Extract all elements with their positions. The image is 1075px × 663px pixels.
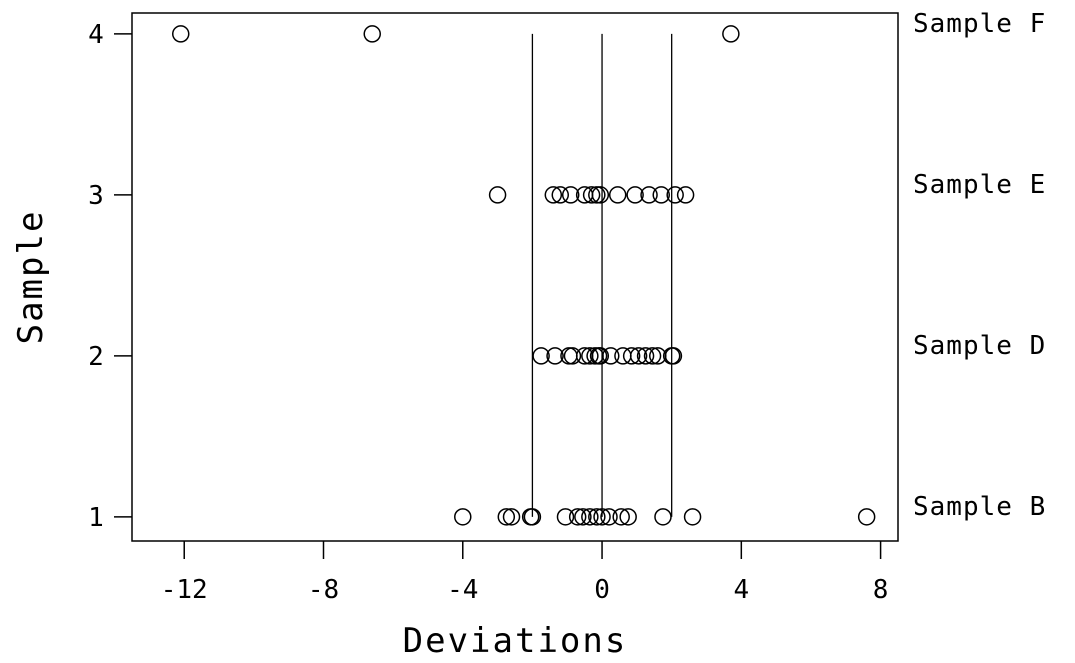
x-axis-label: Deviations [403,621,628,661]
data-point [544,186,563,204]
data-point [532,347,550,365]
data-point [626,186,644,204]
y-tick-label: 4 [88,20,104,50]
sample-label: Sample E [913,170,1046,200]
data-point [600,508,618,526]
data-point [523,508,542,526]
data-point [643,347,662,365]
sample-labels: Sample F Sample E Sample D Sample B [913,9,1046,522]
data-point [640,186,658,204]
data-point [582,186,601,204]
data-point [581,508,599,526]
y-tick-label: 1 [88,503,104,533]
data-point [857,508,876,526]
data-point [608,186,627,204]
data-point [556,508,575,526]
data-point [454,508,472,526]
data-point [551,186,570,204]
x-tick-label: -8 [308,575,339,605]
sample-label: Sample D [913,331,1046,361]
data-point [722,25,740,43]
data-point [622,347,641,365]
x-axis: -12 -8 -4 0 4 8 [161,541,889,605]
data-point [664,347,683,365]
x-tick-label: 8 [873,575,889,605]
data-point [588,508,606,526]
data-point [636,347,655,365]
data-point [589,347,608,365]
data-points [171,25,876,526]
y-tick-label: 2 [88,342,104,372]
data-point [546,347,564,365]
x-tick-label: -12 [161,575,208,605]
y-axis: 1 2 3 4 [88,20,132,533]
data-point [619,508,637,526]
y-tick-label: 3 [88,181,104,211]
data-point [593,508,611,526]
y-axis-label: Sample [11,210,51,345]
data-point [561,186,580,204]
sample-label: Sample B [913,492,1046,522]
data-point [502,508,521,526]
data-point [497,508,516,526]
data-point [602,347,620,365]
data-point [683,508,702,526]
data-point [666,186,684,204]
x-tick-label: -4 [447,575,478,605]
data-point [171,25,190,43]
plot-frame [131,12,899,542]
data-point [654,508,672,526]
data-point [591,186,610,204]
sample-label: Sample F [913,9,1046,39]
data-point [612,508,630,526]
reference-lines [531,33,673,517]
data-point [676,186,695,204]
data-point [574,508,592,526]
x-tick-label: 4 [733,575,749,605]
data-point [629,347,648,365]
data-point [488,186,507,204]
data-point [581,347,599,365]
data-point [563,347,582,365]
data-point [363,25,381,43]
x-tick-label: 0 [594,575,610,605]
data-point [652,186,670,204]
data-point [568,508,587,526]
